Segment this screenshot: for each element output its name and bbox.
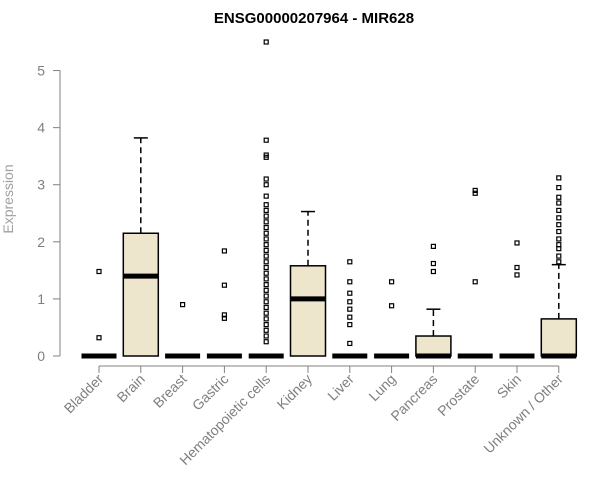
- outlier-point: [263, 202, 269, 208]
- outlier-point: [556, 175, 562, 181]
- outlier-point: [263, 339, 269, 345]
- outlier-point: [556, 222, 562, 228]
- outlier-point: [472, 187, 478, 194]
- outlier-point: [263, 182, 269, 188]
- outlier-point: [263, 287, 269, 293]
- outlier-point: [389, 303, 395, 309]
- outlier-point: [263, 259, 269, 265]
- x-tick-label: Prostate: [434, 371, 482, 419]
- outlier-point: [263, 213, 269, 219]
- outlier-point: [347, 290, 353, 296]
- outlier-point: [347, 279, 353, 285]
- outlier-point: [263, 299, 269, 305]
- outlier-point: [556, 236, 562, 242]
- outlier-point: [263, 316, 269, 322]
- x-tick-label: Brain: [113, 371, 147, 405]
- box-1: [122, 232, 160, 357]
- outlier-point: [472, 190, 478, 196]
- box-11: [540, 318, 578, 357]
- outlier-point: [263, 282, 269, 288]
- outlier-point: [347, 306, 353, 312]
- x-tick-label: Lung: [365, 371, 398, 404]
- outlier-point: [263, 270, 269, 276]
- outlier-point: [430, 260, 436, 267]
- outlier-point: [263, 276, 269, 282]
- outlier-point: [556, 259, 562, 265]
- y-tick-label: 5: [37, 63, 45, 79]
- outlier-point: [263, 242, 269, 248]
- outlier-point: [263, 236, 269, 242]
- outlier-point: [556, 253, 562, 259]
- outlier-point: [263, 39, 269, 45]
- outlier-point: [556, 184, 562, 191]
- outlier-point: [263, 253, 269, 259]
- outlier-point: [221, 248, 227, 254]
- outlier-point: [263, 293, 269, 299]
- y-tick-label: 4: [37, 120, 45, 136]
- outlier-point: [263, 193, 269, 199]
- outlier-point: [96, 335, 102, 341]
- outlier-point: [556, 194, 562, 200]
- outlier-point: [430, 243, 436, 249]
- x-tick-label: Breast: [150, 371, 190, 411]
- x-tick-label: Unknown / Other: [480, 371, 566, 457]
- outlier-point: [263, 152, 269, 158]
- chart-title: ENSG00000207964 - MIR628: [214, 10, 414, 27]
- outlier-point: [472, 279, 478, 285]
- outlier-point: [221, 312, 227, 318]
- y-tick-label: 1: [37, 291, 45, 307]
- outlier-point: [347, 322, 353, 328]
- outlier-point: [263, 322, 269, 328]
- outlier-point: [221, 282, 227, 288]
- outlier-point: [556, 242, 562, 248]
- outlier-point: [556, 200, 562, 206]
- outlier-point: [514, 240, 520, 246]
- y-tick-label: 0: [37, 348, 45, 364]
- outlier-point: [514, 272, 520, 278]
- outlier-point: [556, 215, 562, 221]
- x-tick-label: Skin: [494, 371, 525, 402]
- y-tick-label: 3: [37, 177, 45, 193]
- outlier-point: [347, 340, 353, 347]
- outlier-point: [263, 176, 269, 182]
- outlier-point: [180, 302, 186, 308]
- y-tick-label: 2: [37, 234, 45, 250]
- box-5: [289, 265, 327, 357]
- x-tick-label: Kidney: [274, 371, 316, 413]
- box-8: [415, 335, 452, 357]
- outlier-point: [96, 268, 102, 275]
- outlier-point: [514, 264, 520, 271]
- outlier-point: [263, 219, 269, 225]
- outlier-point: [263, 247, 269, 253]
- outlier-point: [556, 228, 562, 235]
- outlier-point: [263, 137, 269, 143]
- outlier-point: [263, 207, 269, 214]
- outlier-point: [430, 268, 436, 275]
- outlier-point: [556, 207, 562, 214]
- x-tick-label: Liver: [324, 371, 357, 404]
- outlier-point: [347, 314, 353, 320]
- x-tick-label: Bladder: [61, 371, 107, 417]
- outlier-point: [389, 279, 395, 285]
- outlier-point: [347, 259, 353, 265]
- outlier-point: [263, 310, 269, 316]
- outlier-point: [263, 230, 269, 236]
- outlier-point: [263, 304, 269, 311]
- outlier-point: [263, 333, 269, 339]
- outlier-point: [347, 299, 353, 305]
- y-axis-label: Expression: [0, 164, 16, 233]
- outlier-point: [263, 224, 269, 231]
- outlier-point: [263, 264, 269, 271]
- outlier-point: [263, 327, 269, 333]
